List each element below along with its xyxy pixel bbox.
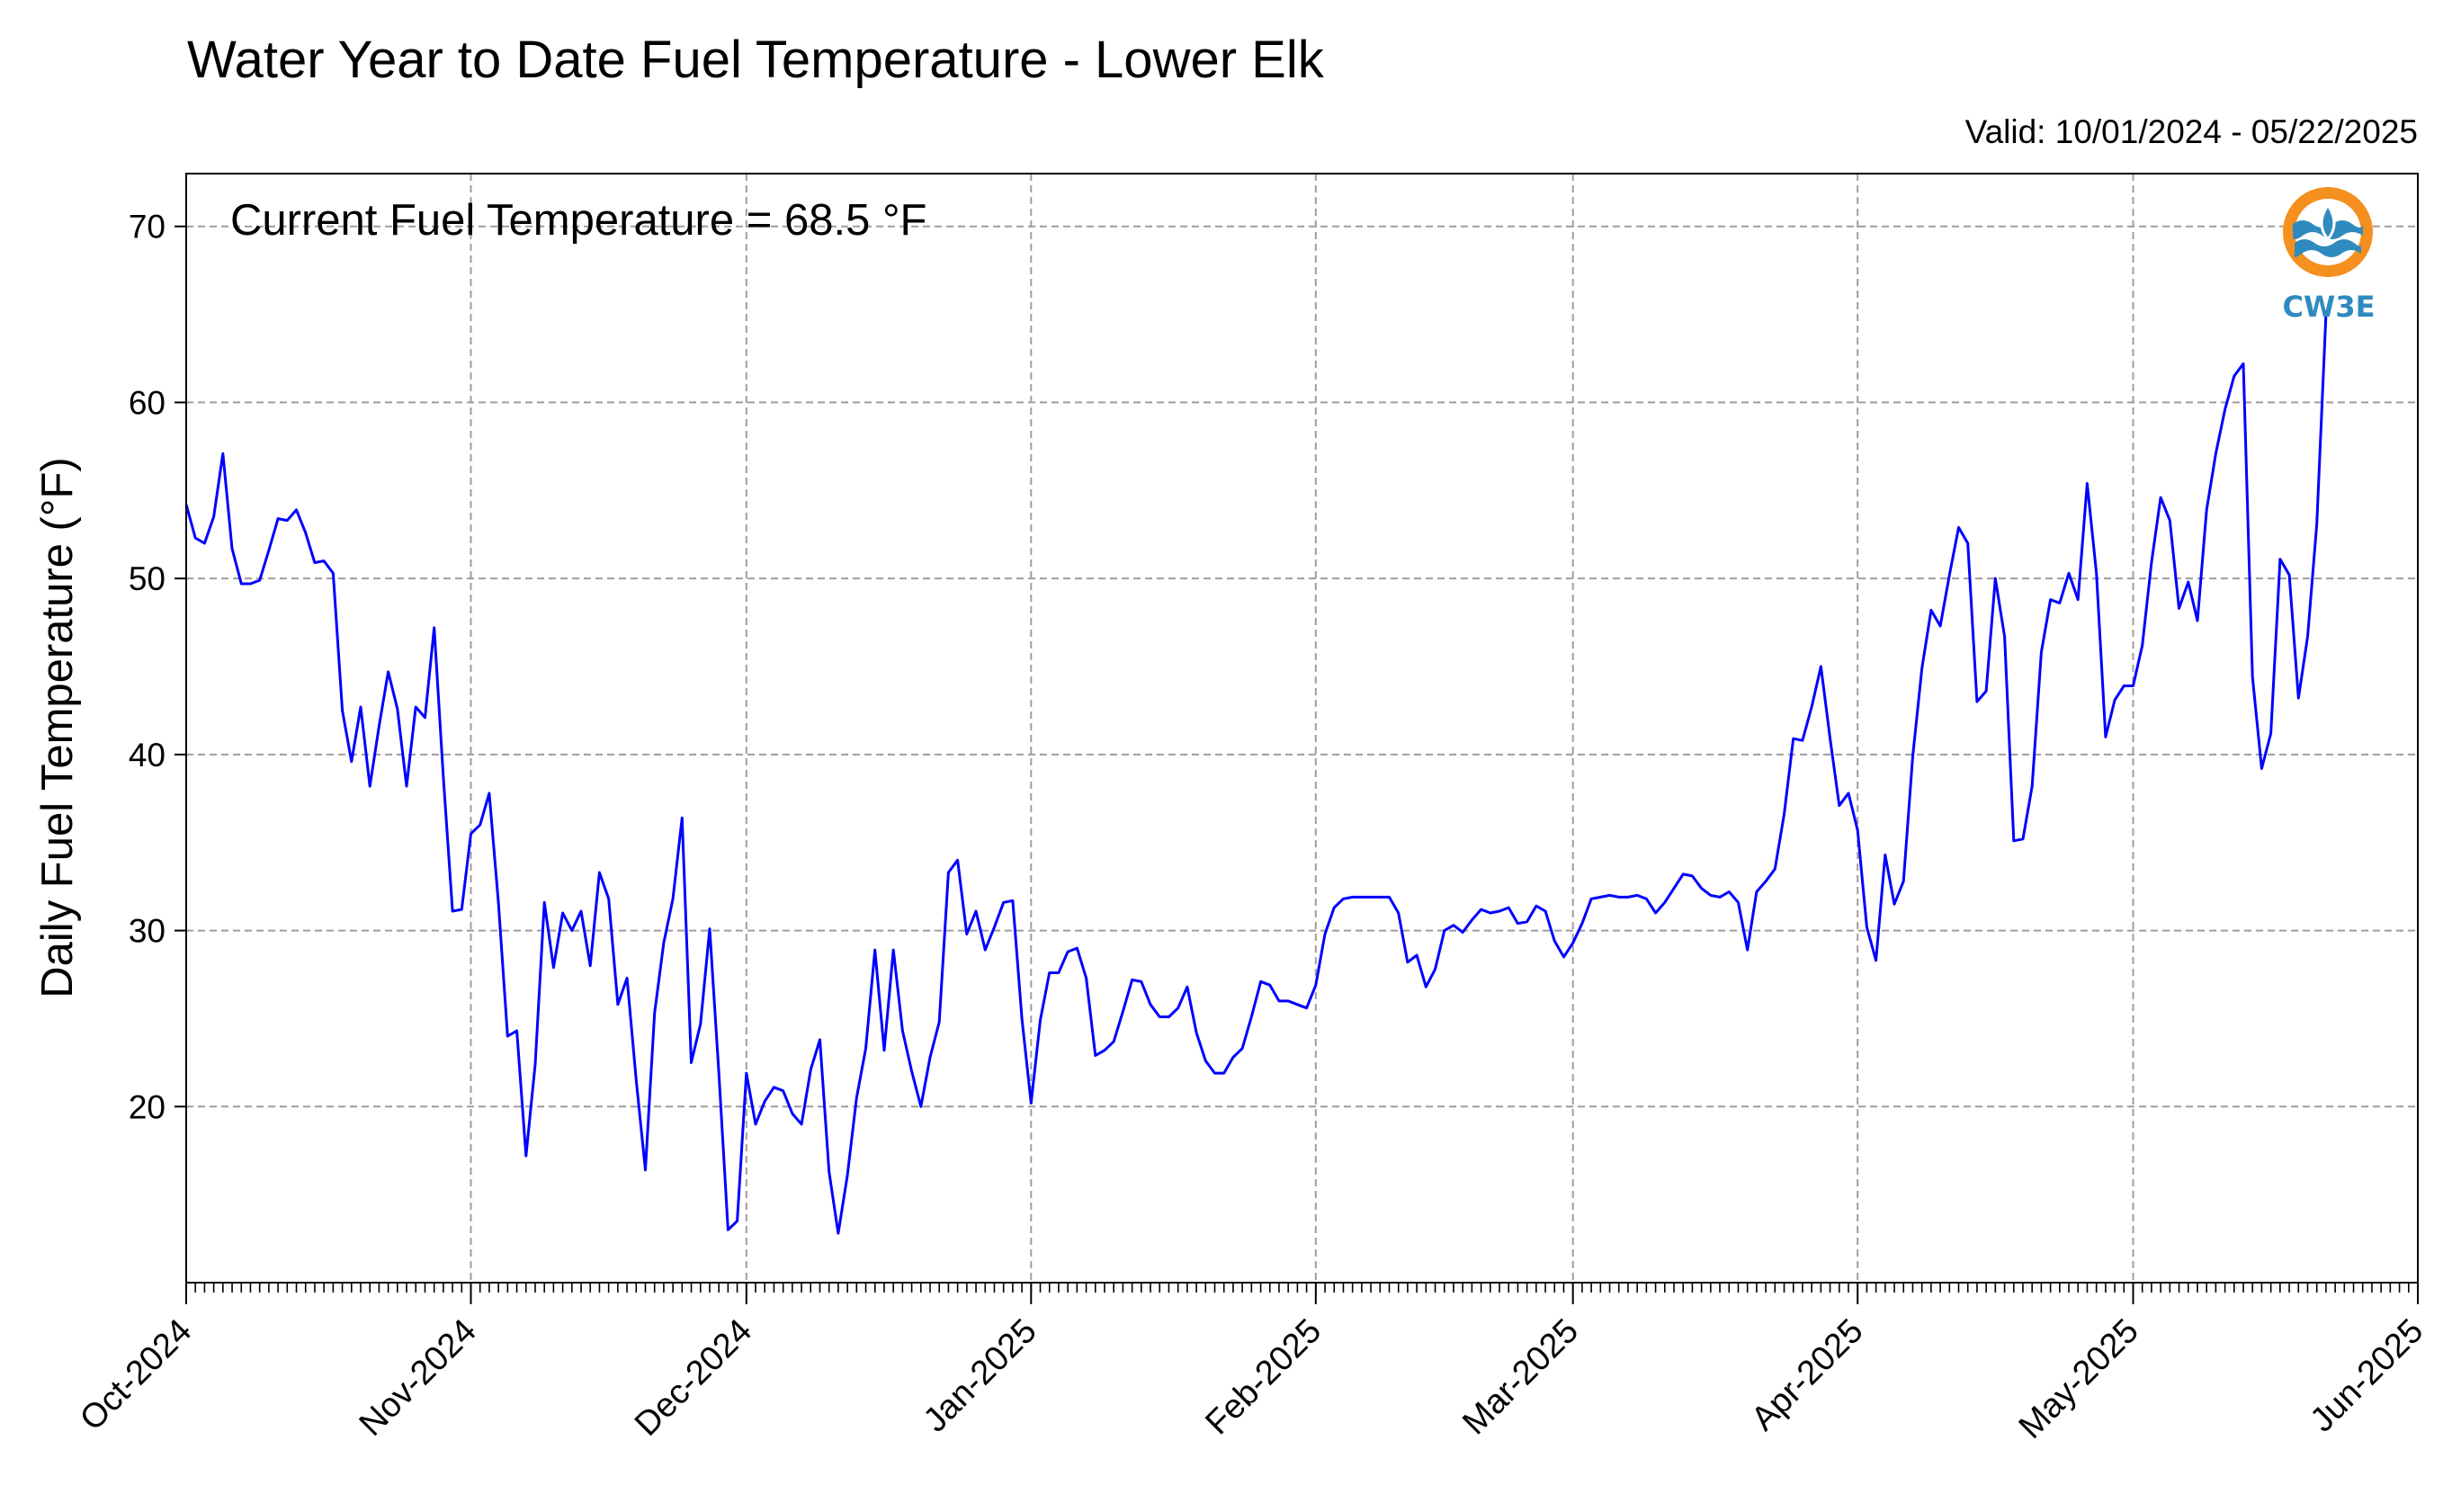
chart-title: Water Year to Date Fuel Temperature - Lo… — [187, 31, 1325, 89]
y-tick-label: 70 — [129, 209, 166, 246]
cw3e-logo: CW3E — [2283, 187, 2376, 324]
y-tick-label: 60 — [129, 384, 166, 421]
y-tick-label: 20 — [129, 1088, 166, 1125]
chart-subtitle: Valid: 10/01/2024 - 05/22/2025 — [1965, 113, 2418, 150]
grid-lines — [186, 174, 2418, 1283]
data-layer — [184, 314, 2328, 1235]
y-tick-label: 50 — [129, 560, 166, 597]
current-fuel-temperature-annotation: Current Fuel Temperature = 68.5 °F — [230, 196, 926, 245]
y-tick-label: 40 — [129, 737, 166, 774]
y-tick-label: 30 — [129, 913, 166, 950]
cw3e-logo-icon — [2283, 187, 2373, 277]
fuel-temperature-series-line — [184, 314, 2328, 1235]
y-axis-label: Daily Fuel Temperature (°F) — [33, 457, 82, 998]
logo-text: CW3E — [2283, 290, 2376, 324]
plot-frame — [185, 173, 2419, 1284]
